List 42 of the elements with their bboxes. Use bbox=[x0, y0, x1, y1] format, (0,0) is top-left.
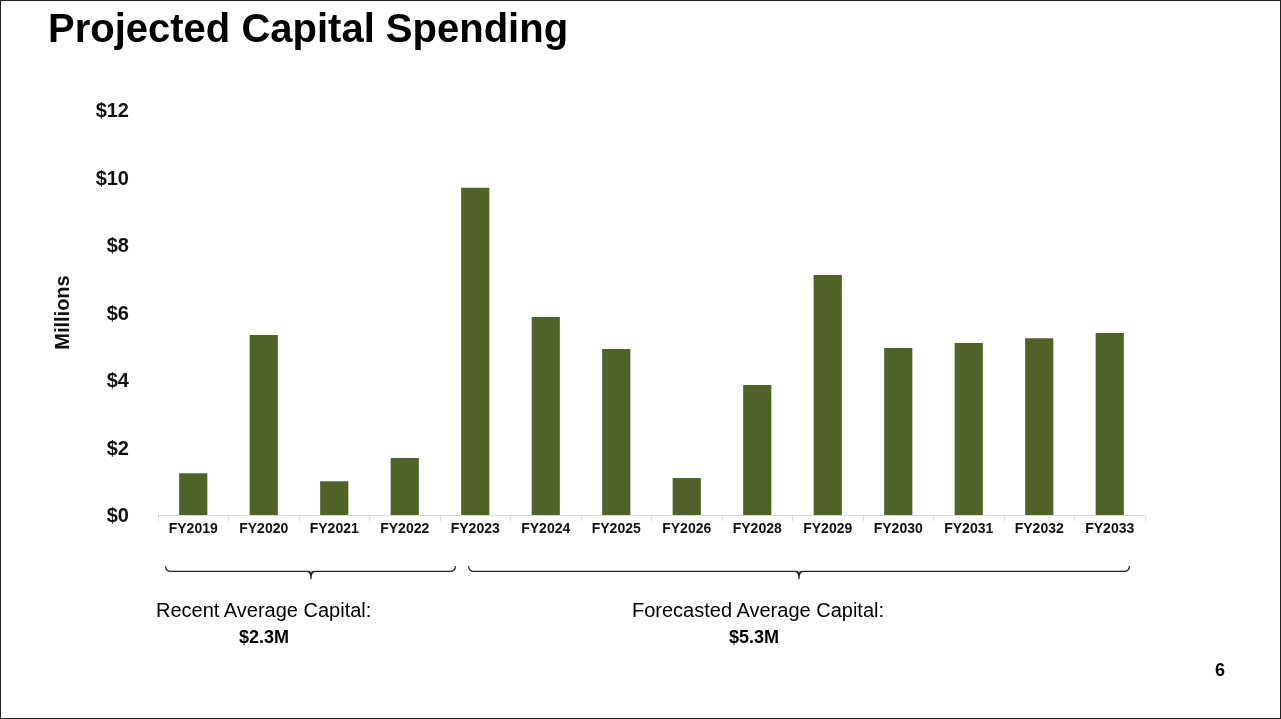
bar bbox=[531, 316, 560, 515]
y-axis-title: Millions bbox=[51, 275, 74, 350]
y-tick-label: $12 bbox=[95, 99, 129, 121]
text: Recent Average Capital: bbox=[156, 599, 372, 621]
bar bbox=[813, 275, 842, 515]
bar bbox=[743, 385, 772, 515]
bar bbox=[1025, 338, 1054, 515]
x-tick-label: FY2033 bbox=[1085, 519, 1135, 536]
bar bbox=[320, 481, 349, 515]
bar bbox=[390, 457, 419, 515]
bar bbox=[954, 342, 983, 515]
bar bbox=[249, 335, 278, 515]
x-tick-label: FY2032 bbox=[1014, 519, 1064, 536]
bar bbox=[672, 477, 701, 515]
x-tick-label: FY2023 bbox=[450, 519, 500, 536]
chart-title: Projected Capital Spending bbox=[48, 6, 569, 50]
x-tick-label: FY2031 bbox=[944, 519, 994, 536]
bar bbox=[179, 473, 208, 515]
y-tick-label: $2 bbox=[106, 436, 129, 459]
text: $5.3M bbox=[729, 627, 780, 647]
x-tick-label: FY2019 bbox=[168, 519, 218, 536]
x-tick-label: FY2028 bbox=[732, 519, 782, 536]
x-tick-label: FY2029 bbox=[803, 519, 853, 536]
x-tick-label: FY2030 bbox=[873, 519, 923, 536]
y-tick-label: $10 bbox=[95, 166, 129, 189]
x-tick-label: FY2024 bbox=[521, 519, 571, 536]
x-tick-label: FY2025 bbox=[591, 519, 641, 536]
bar bbox=[602, 348, 631, 515]
bar bbox=[461, 187, 490, 515]
y-tick-label: $0 bbox=[106, 504, 129, 526]
bar bbox=[884, 347, 913, 515]
y-tick-label: $4 bbox=[106, 369, 130, 391]
text: 6 bbox=[1215, 660, 1226, 680]
bar bbox=[1095, 333, 1124, 515]
x-tick-label: FY2021 bbox=[309, 519, 359, 536]
y-tick-label: $8 bbox=[106, 234, 129, 256]
text: $2.3M bbox=[239, 627, 290, 647]
x-tick-label: FY2026 bbox=[662, 519, 712, 536]
x-tick-label: FY2022 bbox=[380, 519, 430, 536]
text: Forecasted Average Capital: bbox=[632, 599, 885, 621]
x-tick-label: FY2020 bbox=[239, 519, 289, 536]
y-tick-label: $6 bbox=[106, 301, 129, 324]
